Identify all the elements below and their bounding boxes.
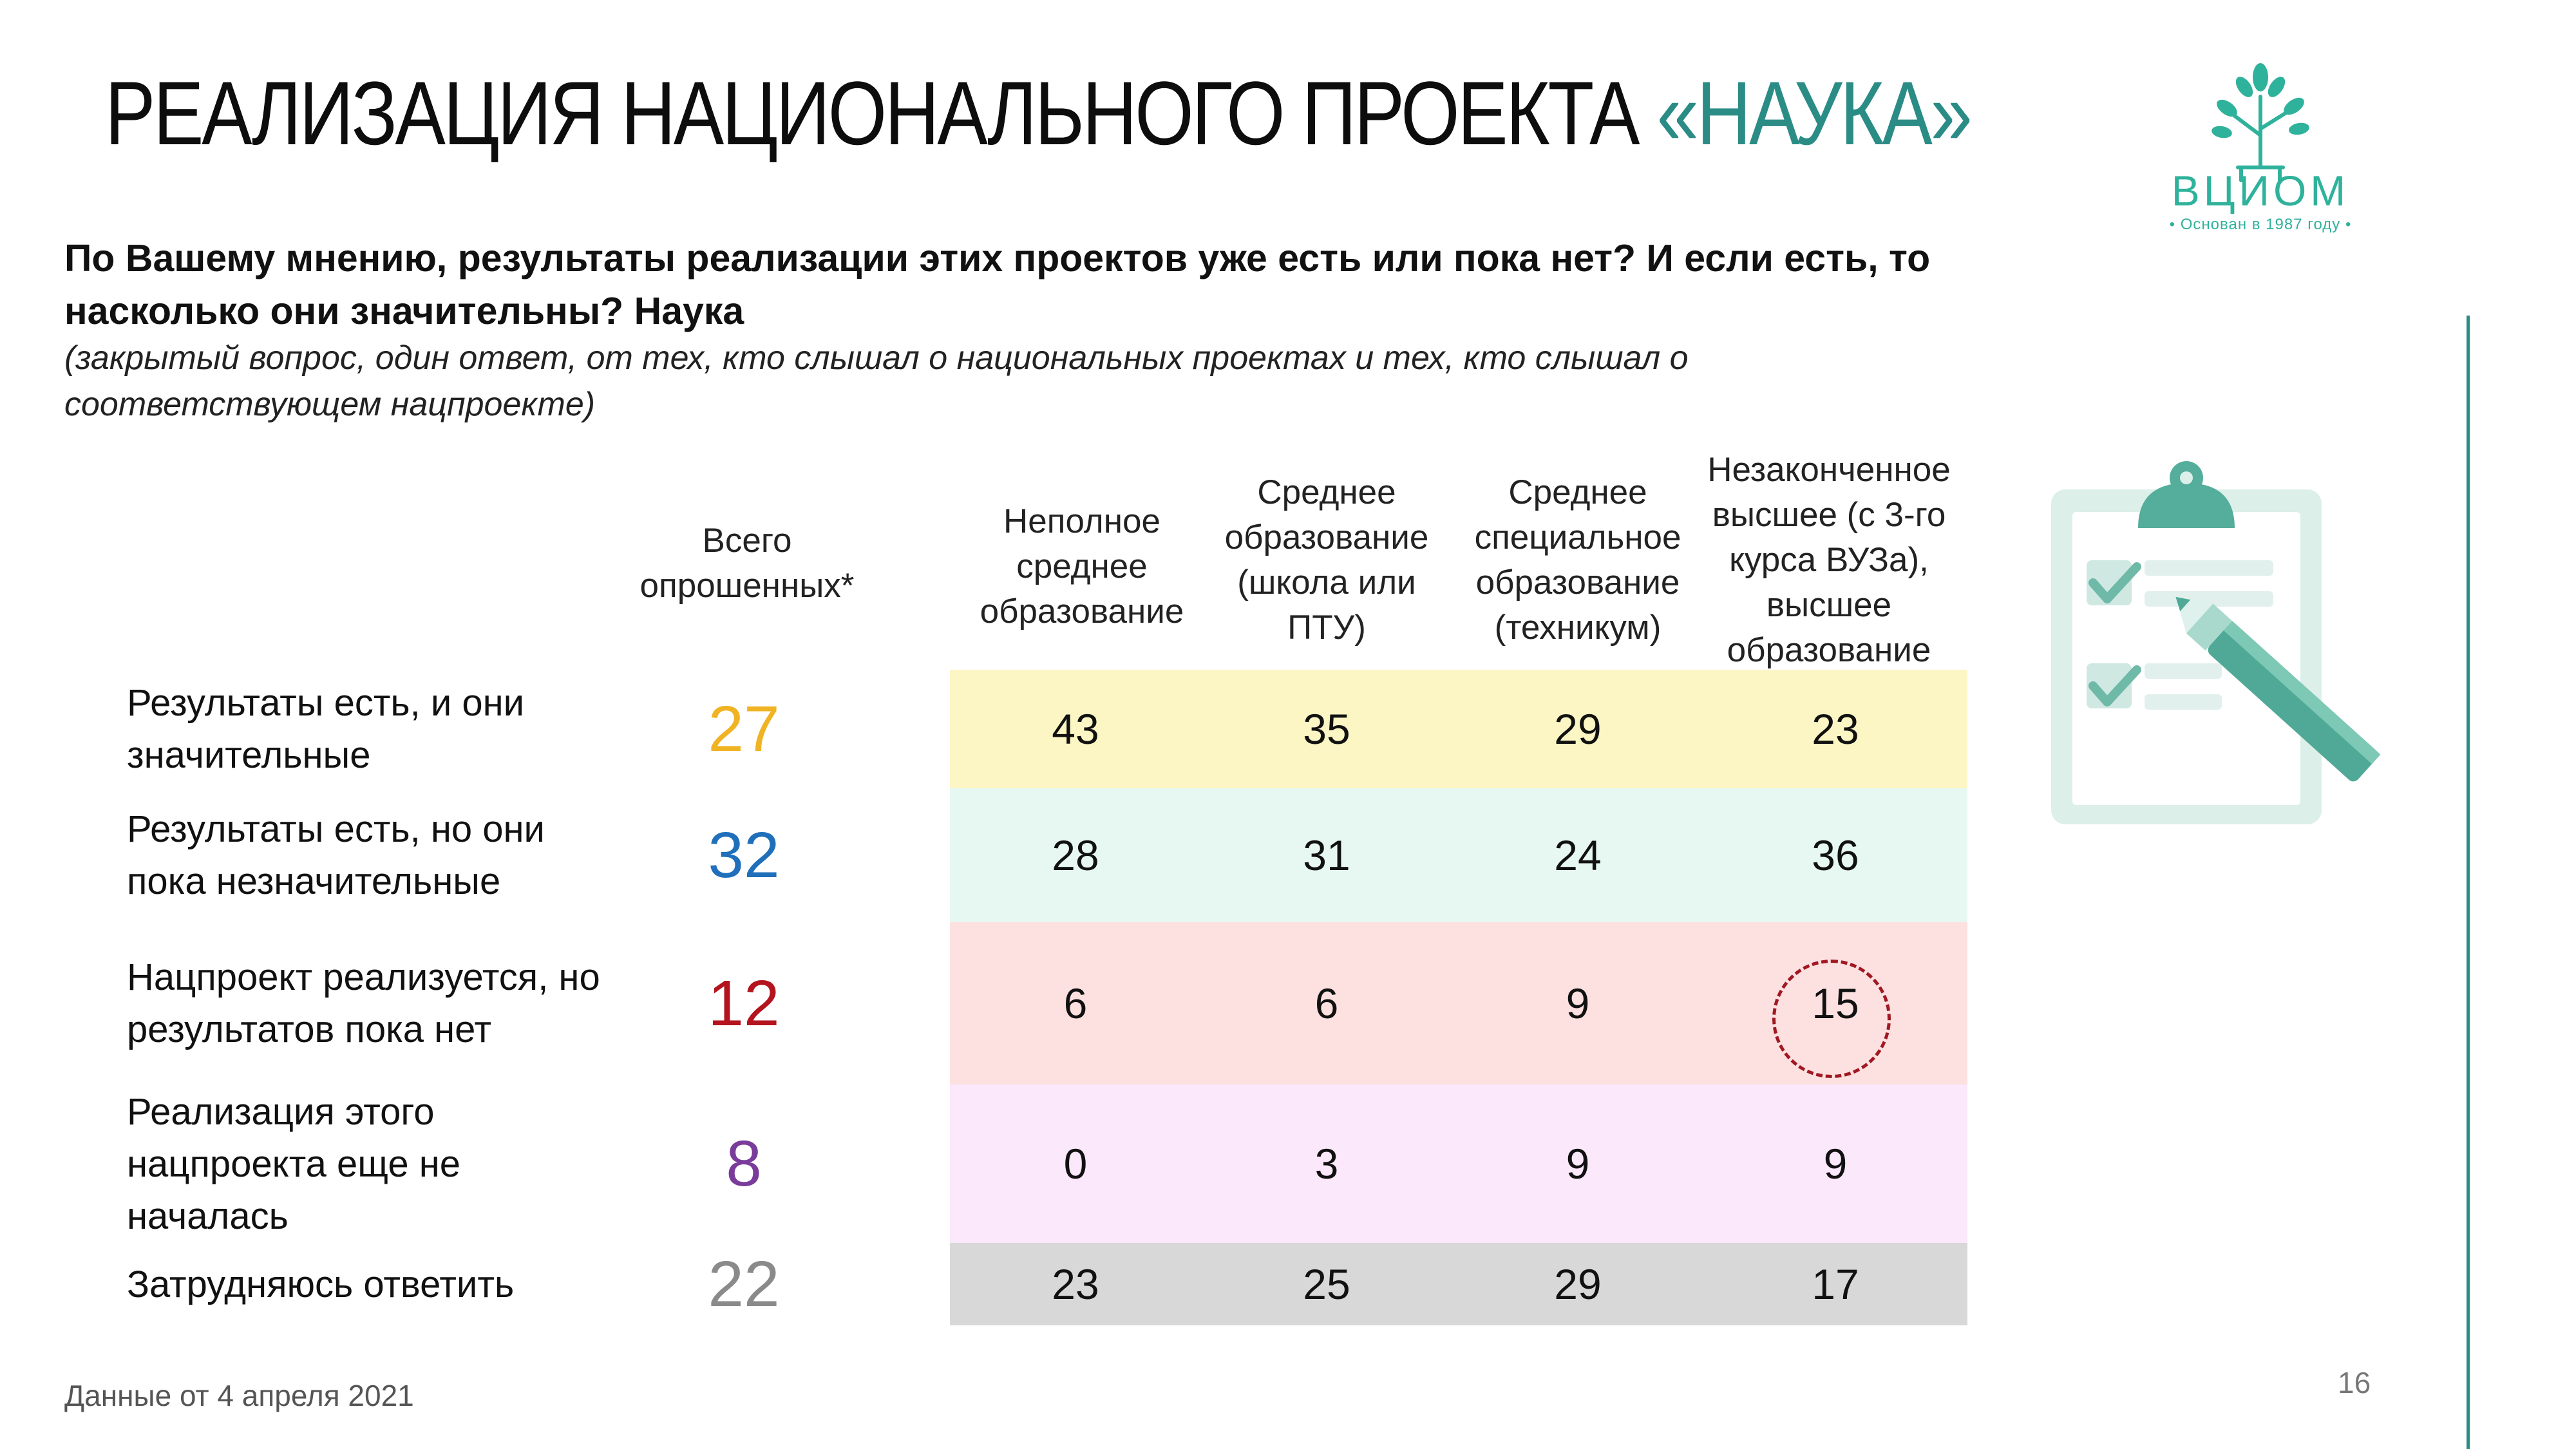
header-total: Всего опрошенных* bbox=[639, 522, 855, 605]
table-cell: 29 bbox=[1554, 1260, 1602, 1308]
header-col1: Неполное среднее образование bbox=[980, 502, 1184, 630]
highlight-circle bbox=[1772, 960, 1891, 1078]
row-total: 27 bbox=[708, 692, 780, 765]
table-cell: 31 bbox=[1303, 831, 1350, 879]
table-cell: 25 bbox=[1303, 1260, 1350, 1308]
table-cell: 9 bbox=[1823, 1140, 1848, 1188]
footer-date: Данные от 4 апреля 2021 bbox=[64, 1379, 414, 1412]
page-number: 16 bbox=[2338, 1366, 2371, 1399]
title-main: РЕАЛИЗАЦИЯ НАЦИОНАЛЬНОГО ПРОЕКТА bbox=[105, 62, 1657, 164]
table-cell: 24 bbox=[1554, 831, 1602, 879]
row-total: 12 bbox=[708, 967, 780, 1039]
row-total: 8 bbox=[726, 1127, 762, 1200]
row-bg bbox=[950, 788, 1967, 922]
header-col4: Незаконченное высшее (с 3-го курса ВУЗа)… bbox=[1707, 451, 1951, 669]
title-accent: «НАУКА» bbox=[1656, 62, 1972, 164]
table-cell: 29 bbox=[1554, 705, 1602, 753]
table-cell: 6 bbox=[1063, 980, 1088, 1027]
table-cell: 9 bbox=[1566, 980, 1590, 1027]
table-cell: 36 bbox=[1812, 831, 1859, 879]
table-cell: 43 bbox=[1052, 705, 1099, 753]
table-cell: 0 bbox=[1063, 1140, 1088, 1188]
row-bg bbox=[950, 1084, 1967, 1243]
table-cell: 17 bbox=[1812, 1260, 1859, 1308]
page-title: РЕАЛИЗАЦИЯ НАЦИОНАЛЬНОГО ПРОЕКТА «НАУКА» bbox=[105, 61, 1973, 166]
row-label: Реализация этого нацпроекта еще не начал… bbox=[127, 1090, 460, 1237]
row-label: Результаты есть, и они значительные bbox=[127, 682, 525, 776]
tree-logo-icon bbox=[2211, 63, 2309, 182]
table-cell: 23 bbox=[1812, 705, 1859, 753]
table-cell: 23 bbox=[1052, 1260, 1099, 1308]
clipboard-checklist-icon bbox=[2051, 461, 2381, 824]
survey-question: По Вашему мнению, результаты реализации … bbox=[64, 237, 1931, 332]
logo-name: ВЦИОМ bbox=[2171, 167, 2350, 214]
table-cell: 6 bbox=[1314, 980, 1339, 1027]
row-total: 32 bbox=[708, 819, 780, 891]
row-label: Затрудняюсь ответить bbox=[127, 1263, 515, 1305]
row-total: 22 bbox=[708, 1247, 780, 1320]
table-cell: 28 bbox=[1052, 831, 1099, 879]
row-bg bbox=[950, 670, 1967, 788]
logo-tagline: • Основан в 1987 году • bbox=[2169, 216, 2352, 233]
table-cell: 3 bbox=[1314, 1140, 1339, 1188]
header-col3: Среднее специальное образование (технику… bbox=[1474, 473, 1681, 647]
table-cell: 35 bbox=[1303, 705, 1350, 753]
row-label: Нацпроект реализуется, но результатов по… bbox=[127, 956, 600, 1050]
row-label: Результаты есть, но они пока незначитель… bbox=[127, 808, 545, 902]
table-cell: 9 bbox=[1566, 1140, 1590, 1188]
side-divider bbox=[2467, 316, 2470, 1449]
question-note: (закрытый вопрос, один ответ, от тех, кт… bbox=[64, 339, 1689, 423]
header-col2: Среднее образование (школа или ПТУ) bbox=[1224, 473, 1429, 647]
row-bg bbox=[950, 1243, 1967, 1325]
